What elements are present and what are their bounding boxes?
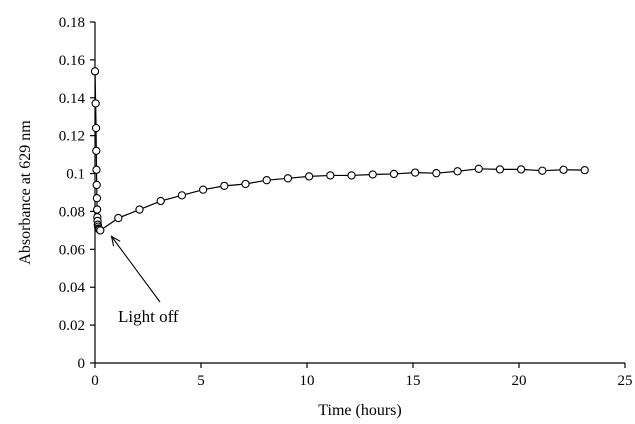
y-tick-label: 0.14	[59, 91, 86, 107]
y-tick-label: 0.02	[59, 318, 85, 334]
data-point	[580, 165, 589, 175]
x-axis-title: Time (hours)	[318, 402, 401, 419]
data-point	[91, 99, 100, 108]
data-point	[283, 174, 293, 183]
data-point	[92, 146, 101, 155]
data-point	[92, 180, 101, 190]
data-point	[241, 179, 250, 189]
x-tick-label: 5	[197, 373, 205, 389]
y-tick-label: 0.1	[66, 167, 85, 183]
data-point	[156, 196, 165, 206]
y-tick-label: 0.04	[59, 280, 86, 296]
annotation-arrow	[111, 236, 161, 303]
data-point	[495, 165, 505, 174]
y-tick-label: 0.18	[59, 15, 85, 31]
data-point	[389, 169, 399, 179]
data-point	[432, 169, 441, 178]
data-point	[220, 181, 229, 191]
annotations-layer: Light off	[110, 235, 179, 326]
data-point	[368, 170, 377, 179]
y-ticks: 0 0.02 0.04 0.06 0.08 0.1 0.12 0.14 0.16 0.18	[59, 15, 95, 372]
data-point	[114, 213, 123, 223]
data-point	[92, 194, 102, 203]
y-tick-label: 0.16	[59, 53, 86, 69]
data-point	[559, 165, 568, 174]
data-point	[90, 67, 100, 76]
data-point	[453, 167, 462, 176]
data-point	[96, 226, 105, 235]
annotation-arrowhead	[110, 235, 121, 247]
x-ticks: 0 5 10 15 20 25	[91, 363, 633, 389]
data-point	[198, 185, 208, 194]
y-axis-title: Absorbance at 629 nm	[17, 120, 34, 265]
data-point	[92, 165, 101, 174]
data-point	[347, 171, 356, 180]
annotation-text: Light off	[118, 307, 179, 326]
data-point	[304, 172, 314, 181]
series-line	[94, 71, 585, 232]
x-tick-label: 20	[512, 373, 527, 389]
data-point	[516, 165, 526, 174]
data-point	[410, 168, 420, 177]
y-tick-label: 0.12	[59, 129, 85, 145]
data-point	[538, 166, 547, 175]
y-tick-label: 0.06	[59, 242, 86, 258]
data-point	[92, 205, 102, 214]
x-tick-label: 0	[91, 373, 99, 389]
data-point	[474, 164, 483, 173]
x-tick-label: 15	[406, 373, 421, 389]
x-tick-label: 25	[618, 373, 633, 389]
y-tick-label: 0	[78, 356, 86, 372]
data-point	[91, 123, 101, 133]
axes: 0 5 10 15 20 25 00.020.040.060.080.10.120.140…	[59, 15, 633, 389]
data-point	[262, 176, 271, 185]
data-point	[135, 205, 144, 214]
x-tick-label: 10	[300, 373, 315, 389]
series-layer	[90, 67, 589, 235]
data-point	[326, 171, 335, 180]
y-tick-label: 0.08	[59, 204, 85, 220]
data-point	[177, 191, 187, 200]
